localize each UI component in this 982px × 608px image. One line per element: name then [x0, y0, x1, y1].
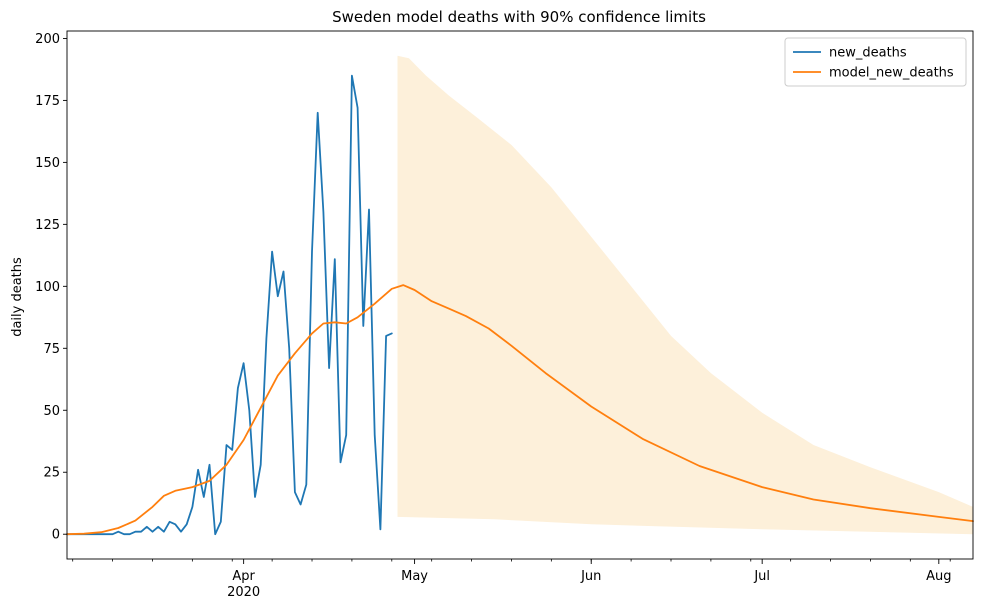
legend-label: new_deaths	[829, 46, 907, 61]
series-layer	[66, 74, 974, 536]
series-line-new-deaths	[66, 74, 393, 536]
y-tick-label: 200	[35, 32, 60, 47]
x-tick-sublabel: 2020	[227, 585, 260, 600]
y-tick-label: 25	[43, 466, 60, 481]
y-tick-label: 75	[43, 342, 60, 357]
x-tick-label: Aug	[926, 569, 951, 584]
y-tick-label: 100	[35, 280, 60, 295]
y-tick-label: 0	[52, 528, 60, 543]
x-tick-label: Jun	[580, 569, 601, 584]
legend-box	[784, 37, 967, 87]
confidence-band-layer	[397, 55, 973, 535]
legend-label: model_new_deaths	[829, 66, 954, 81]
y-axis-label: daily deaths	[10, 257, 25, 337]
plot-frame	[66, 30, 974, 560]
legend: new_deaths model_new_deaths	[784, 37, 967, 87]
confidence-band	[397, 55, 973, 535]
x-tick-label: May	[401, 569, 428, 584]
x-tick-label: Apr	[232, 569, 255, 584]
y-tick-label: 50	[43, 404, 60, 419]
y-tick-label: 125	[35, 218, 60, 233]
y-tick-label: 175	[35, 94, 60, 109]
x-tick-label: Jul	[753, 569, 770, 584]
y-tick-label: 150	[35, 156, 60, 171]
series-line-model-new-deaths	[66, 284, 974, 536]
chart-title: Sweden model deaths with 90% confidence …	[332, 8, 706, 26]
